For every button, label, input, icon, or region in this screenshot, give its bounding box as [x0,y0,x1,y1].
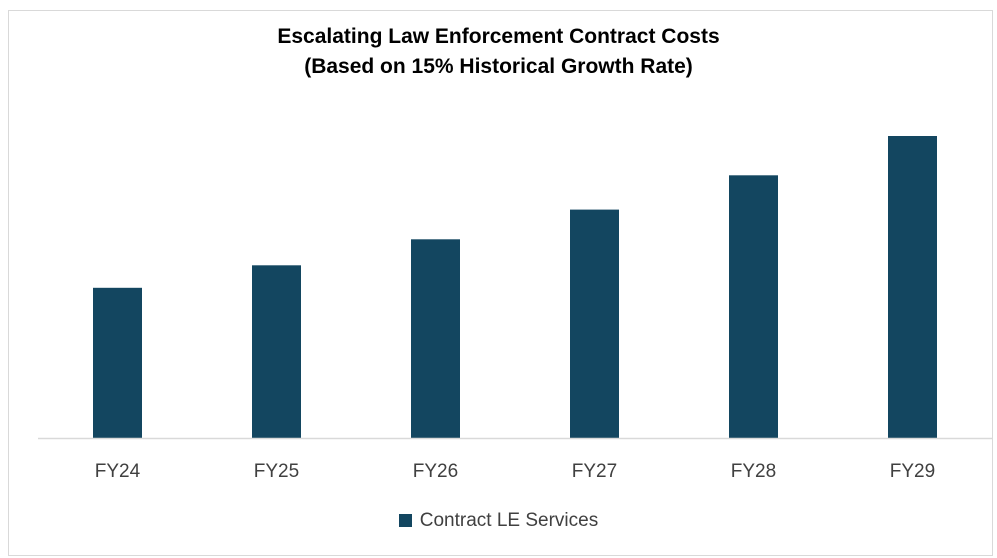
bar-fy26 [411,239,460,438]
bar-fy27 [570,209,619,438]
legend-swatch [398,514,412,527]
x-tick-label-fy25: FY25 [254,461,299,482]
chart-area [8,10,993,556]
bar-fy28 [729,175,778,439]
x-tick-label-fy27: FY27 [572,461,617,482]
bar-fy24 [93,287,142,438]
bars [93,136,937,439]
bar-fy29 [888,136,937,438]
x-axis-tick-labels: FY24 FY25 FY26 FY27 FY28 FY29 [95,461,935,482]
x-tick-label-fy26: FY26 [413,461,458,482]
chart-title-line-2: (Based on 15% Historical Growth Rate) [304,55,693,78]
x-tick-label-fy29: FY29 [890,461,935,482]
x-tick-label-fy24: FY24 [95,461,141,482]
legend: Contract LE Services [0,510,997,532]
chart-title-line-1: Escalating Law Enforcement Contract Cost… [277,25,720,48]
legend-label: Contract LE Services [419,510,599,531]
x-tick-label-fy28: FY28 [731,461,776,482]
chart-title: Escalating Law Enforcement Contract Cost… [0,22,997,82]
bar-fy25 [252,265,301,438]
